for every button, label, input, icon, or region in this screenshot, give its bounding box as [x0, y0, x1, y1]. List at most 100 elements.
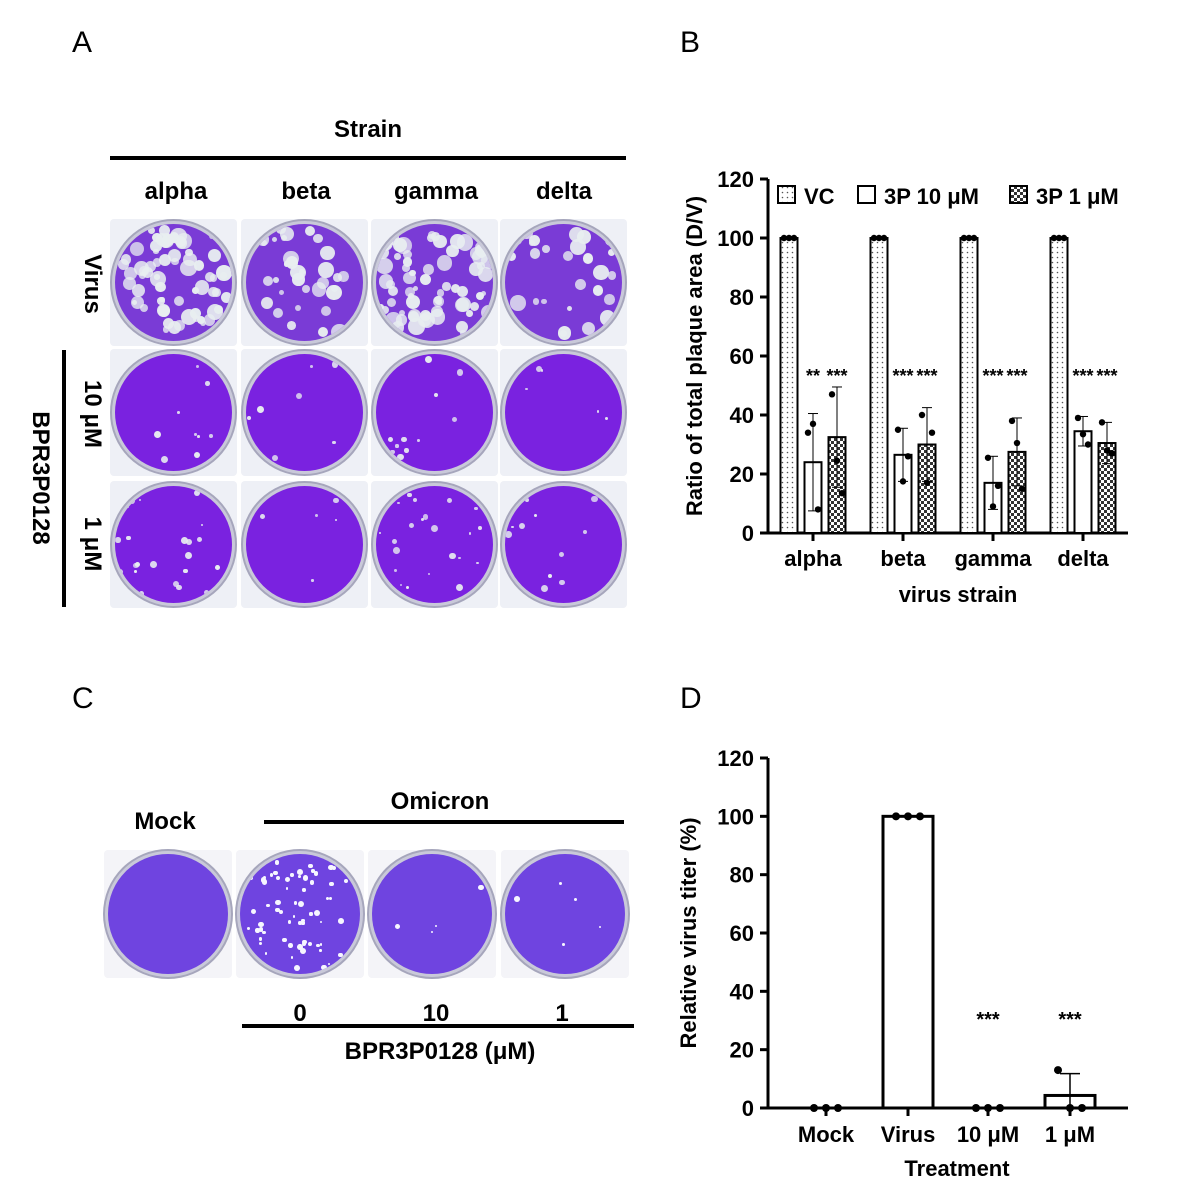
- plaque-spot: [140, 303, 149, 312]
- plaque-spot: [314, 909, 321, 916]
- plaque-well-cell: [110, 481, 237, 608]
- plaque-spot: [529, 248, 541, 259]
- plaque-spot: [559, 329, 568, 338]
- dose-axis-label: BPR3P0128 (μM): [344, 1038, 536, 1065]
- legend-swatch: [857, 185, 876, 204]
- plaque-well: [376, 486, 493, 603]
- omicron-well: [240, 854, 360, 974]
- plaque-spot: [541, 298, 547, 304]
- plaque-spot: [541, 369, 544, 372]
- plaque-spot: [200, 523, 204, 527]
- plaque-spot: [393, 253, 401, 261]
- plaque-spot: [469, 301, 480, 312]
- plaque-spot: [420, 517, 424, 521]
- data-point: [904, 812, 912, 821]
- plaque-spot: [120, 324, 128, 332]
- plaque-spot: [126, 536, 131, 541]
- plaque-spot: [280, 227, 294, 241]
- plaque-spot: [430, 931, 433, 934]
- plaque-spot: [292, 915, 296, 918]
- plaque-spot: [144, 260, 157, 273]
- plaque-spot: [205, 380, 210, 386]
- y-axis-label: Relative virus titer (%): [676, 817, 701, 1048]
- plaque-spot: [329, 896, 333, 900]
- plaque-spot: [413, 498, 418, 503]
- plaque-spot: [481, 252, 493, 270]
- plaque-spot: [320, 245, 335, 260]
- data-point: [984, 1104, 992, 1112]
- plaque-spot: [301, 921, 305, 925]
- data-point: [822, 1104, 830, 1112]
- plaque-spot: [274, 860, 280, 866]
- plaque-spot: [262, 875, 267, 880]
- plaque-spot: [582, 253, 594, 264]
- plaque-spot: [379, 532, 382, 535]
- plaque-well: [505, 354, 622, 471]
- plaque-spot: [609, 321, 621, 333]
- data-point: [870, 234, 878, 242]
- plaque-spot: [126, 505, 130, 508]
- plaque-well: [115, 224, 232, 341]
- data-point: [989, 503, 997, 510]
- plaque-spot: [311, 869, 315, 873]
- plaque-spot: [217, 224, 226, 233]
- plaque-well: [505, 224, 622, 341]
- plaque-spot: [118, 357, 125, 364]
- plaque-spot: [388, 285, 399, 296]
- plaque-spot: [194, 433, 197, 436]
- plaque-spot: [287, 920, 292, 924]
- plaque-spot: [317, 326, 328, 337]
- plaque-spot: [173, 580, 180, 587]
- plaque-spot: [270, 873, 274, 877]
- plaque-spot: [427, 573, 430, 576]
- legend-label: VC: [804, 184, 835, 209]
- plaque-spot: [138, 591, 145, 597]
- column-label-delta: delta: [535, 178, 592, 205]
- plaque-spot: [314, 871, 319, 876]
- plaque-spot: [412, 286, 419, 292]
- plaque-spot: [591, 495, 598, 502]
- x-axis-label: Treatment: [904, 1156, 1010, 1181]
- plaque-spot: [475, 243, 489, 257]
- plaque-spot: [582, 322, 596, 336]
- plaque-spot: [389, 236, 398, 246]
- plaque-spot: [301, 918, 305, 923]
- plaque-spot: [395, 313, 408, 326]
- chart-b-plot: 0 20 40 60 80 100 120 Ratio of total plaque are…: [682, 167, 1128, 607]
- plaque-spot: [596, 410, 600, 414]
- plaque-spot: [446, 497, 452, 504]
- plaque-spot: [204, 272, 215, 283]
- plaque-spot: [296, 944, 303, 951]
- omicron-well-cell: [104, 850, 232, 978]
- plaque-well-cell: [371, 481, 498, 608]
- plaque-well-cell: [500, 349, 627, 476]
- significance-label: ***: [976, 1009, 1000, 1031]
- plaque-spot: [133, 562, 140, 569]
- y-tick-label: 100: [717, 226, 754, 251]
- omicron-rule: [264, 820, 624, 824]
- plaque-spot: [138, 498, 142, 502]
- plaque-spot: [194, 280, 210, 296]
- data-point: [1066, 1104, 1074, 1112]
- x-axis-label: virus strain: [899, 582, 1018, 607]
- plaque-spot: [272, 237, 278, 243]
- plaque-spot: [451, 283, 461, 293]
- plaque-spot: [287, 320, 296, 330]
- data-point: [1054, 1066, 1062, 1075]
- data-point: [1103, 447, 1111, 454]
- legend-swatch: [777, 185, 796, 204]
- plaque-well-cell: [241, 481, 368, 608]
- plaque-spot: [156, 304, 170, 318]
- plaque-spot: [272, 454, 279, 461]
- plaque-spot: [467, 486, 475, 494]
- data-point: [834, 1104, 842, 1112]
- plaque-spot: [147, 227, 155, 235]
- plaque-spot: [150, 561, 157, 568]
- plaque-spot: [152, 258, 162, 267]
- plaque-spot: [457, 286, 469, 298]
- plaque-spot: [403, 271, 416, 285]
- plaque-spot: [329, 881, 334, 887]
- plaque-spot: [605, 233, 619, 247]
- plaque-spot: [404, 448, 409, 453]
- y-tick-label: 60: [730, 921, 754, 946]
